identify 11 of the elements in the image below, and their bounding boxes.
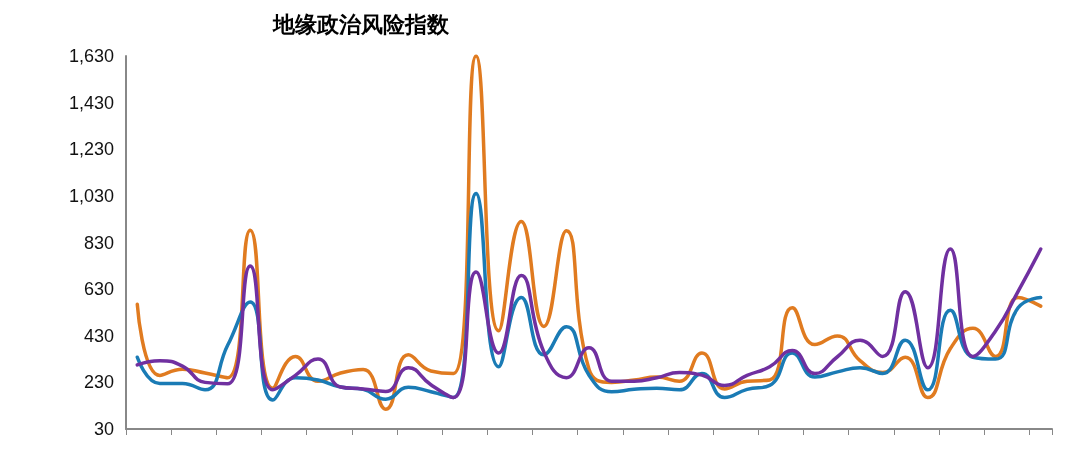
y-tick-label: 230 — [83, 372, 114, 393]
y-tick-label: 1,430 — [68, 92, 114, 113]
y-tick-label: 830 — [83, 232, 114, 253]
line-series — [135, 247, 1043, 400]
y-tick-label: 430 — [83, 325, 114, 346]
y-tick-label: 30 — [93, 419, 114, 439]
y-tick-label: 630 — [83, 279, 114, 300]
y-tick-label: 1,630 — [68, 46, 114, 66]
chart-title: 地缘政治风险指数 — [272, 11, 450, 37]
y-tick-label: 1,030 — [68, 185, 114, 206]
y-tick-label: 1,230 — [68, 139, 114, 160]
